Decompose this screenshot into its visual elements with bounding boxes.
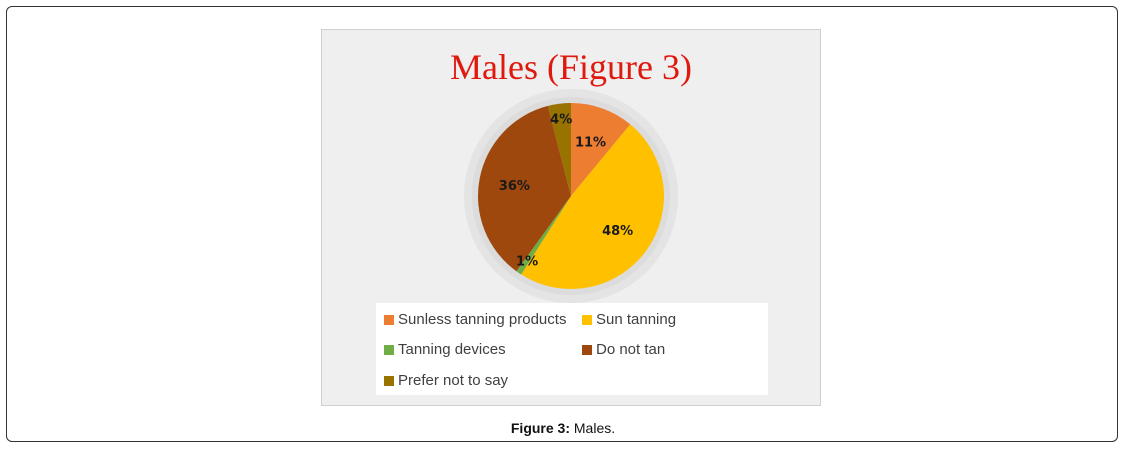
figure-caption: Figure 3: Males. (0, 420, 1126, 436)
pie-slice-sun-tanning (521, 124, 664, 289)
pie-slice-prefer-not-to-say (547, 103, 571, 196)
data-label-prefer-not-to-say: 4% (550, 112, 572, 127)
figure-frame: Males (Figure 3) 11% 48% 1% 36% 4% Sunless t… (6, 6, 1118, 442)
legend-item-tanning-devices: Tanning devices (384, 341, 506, 358)
pie-slice-tanning-devices (516, 196, 571, 275)
caption-text: Males. (573, 420, 616, 436)
chart-legend: Sunless tanning products Sun tanning Tanni… (376, 303, 768, 395)
pie-slice-do-not-tan (478, 105, 571, 272)
chart-title: Males (Figure 3) (450, 47, 692, 87)
legend-label: Do not tan (596, 341, 666, 358)
legend-swatch (384, 344, 394, 355)
legend-swatch (582, 344, 592, 355)
data-label-sun-tanning: 48% (602, 224, 633, 239)
caption-label: Figure 3: (510, 420, 570, 436)
chart-panel: Males (Figure 3) 11% 48% 1% 36% 4% Sunless t… (321, 29, 821, 406)
data-label-do-not-tan: 36% (499, 179, 530, 194)
legend-item-do-not-tan: Do not tan (582, 341, 665, 358)
legend-item-sun-tanning: Sun tanning (582, 311, 676, 328)
data-label-sunless-tanning-products: 11% (575, 136, 606, 151)
legend-label: Sunless tanning products (398, 311, 567, 328)
legend-item-sunless-tanning-products: Sunless tanning products (384, 311, 566, 328)
legend-swatch (582, 314, 592, 325)
legend-label: Sun tanning (596, 311, 677, 328)
pie-chart: 11% 48% 1% 36% 4% (464, 89, 678, 303)
legend-label: Tanning devices (398, 341, 506, 358)
data-label-tanning-devices: 1% (516, 255, 538, 270)
pie-slice-sunless-tanning-products (571, 103, 631, 196)
legend-swatch (384, 375, 394, 386)
legend-item-prefer-not-to-say: Prefer not to say (384, 372, 508, 389)
legend-swatch (384, 314, 394, 325)
legend-label: Prefer not to say (398, 372, 509, 389)
